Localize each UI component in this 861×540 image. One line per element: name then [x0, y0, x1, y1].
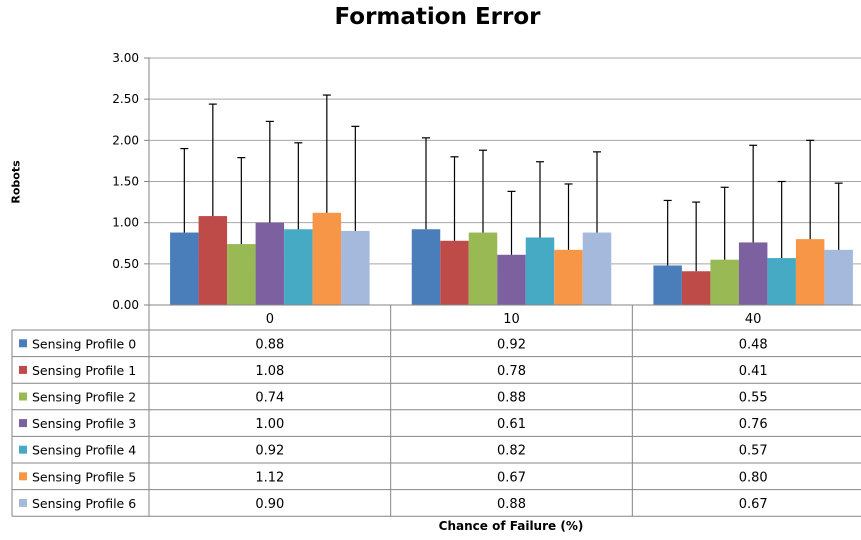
bar: [681, 271, 711, 305]
y-tick-label: 2.50: [112, 92, 139, 106]
bar: [497, 254, 526, 305]
bar: [795, 239, 825, 305]
bar: [411, 229, 441, 305]
bar: [341, 230, 370, 305]
category-label: 40: [745, 312, 762, 327]
table-value: 1.12: [255, 470, 284, 485]
bar: [284, 229, 313, 305]
table-value: 0.57: [739, 444, 768, 459]
table-value: 0.88: [497, 391, 526, 406]
table-value: 0.92: [255, 444, 284, 459]
table-value: 0.88: [497, 497, 526, 512]
legend-swatch: [19, 472, 27, 481]
y-tick-label: 1.50: [112, 175, 139, 189]
table-value: 0.67: [739, 497, 768, 512]
legend-label: Sensing Profile 2: [32, 390, 136, 405]
legend-swatch: [19, 445, 27, 454]
table-value: 0.76: [739, 417, 768, 432]
table-value: 0.48: [739, 337, 768, 352]
table-value: 0.41: [739, 364, 768, 379]
table-value: 0.61: [497, 417, 526, 432]
y-tick-label: 0.00: [112, 298, 139, 312]
legend-label: Sensing Profile 1: [32, 363, 136, 378]
table-value: 0.80: [739, 470, 768, 485]
category-label: 0: [266, 312, 274, 327]
table-value: 0.92: [497, 337, 526, 352]
bar: [525, 237, 555, 305]
category-label: 10: [503, 312, 520, 327]
legend-swatch: [19, 392, 27, 401]
x-axis-label: Chance of Failure (%): [438, 519, 584, 533]
table-value: 0.78: [497, 364, 526, 379]
bar: [198, 216, 228, 305]
table-value: 0.74: [255, 391, 284, 406]
table-value: 1.08: [255, 364, 284, 379]
legend-swatch: [19, 419, 27, 428]
legend-swatch: [19, 498, 27, 507]
legend-label: Sensing Profile 5: [32, 469, 136, 484]
legend-swatch: [19, 365, 27, 374]
table-value: 0.82: [497, 444, 526, 459]
bar: [767, 258, 796, 305]
bar: [653, 265, 682, 305]
bar: [468, 232, 498, 305]
bar: [170, 232, 199, 305]
table-value: 0.55: [739, 391, 768, 406]
chart-title: Formation Error: [334, 4, 541, 30]
legend-label: Sensing Profile 4: [32, 443, 136, 458]
table-value: 1.00: [255, 417, 284, 432]
bar: [255, 222, 285, 305]
bar: [824, 249, 853, 305]
bar: [227, 244, 256, 305]
bar: [582, 232, 612, 305]
bar: [554, 249, 583, 305]
bar: [710, 259, 739, 305]
bar: [440, 240, 469, 305]
table-value: 0.90: [255, 497, 284, 512]
legend-label: Sensing Profile 0: [32, 336, 136, 351]
legend-label: Sensing Profile 3: [32, 416, 136, 431]
y-tick-label: 2.00: [112, 133, 139, 147]
table-value: 0.88: [255, 337, 284, 352]
legend-swatch: [19, 339, 27, 348]
table-value: 0.67: [497, 470, 526, 485]
bar: [738, 242, 768, 305]
bar: [312, 212, 342, 305]
y-tick-label: 0.50: [112, 257, 139, 271]
y-tick-label: 3.00: [112, 51, 139, 65]
y-tick-label: 1.00: [112, 216, 139, 230]
legend-label: Sensing Profile 6: [32, 496, 136, 511]
